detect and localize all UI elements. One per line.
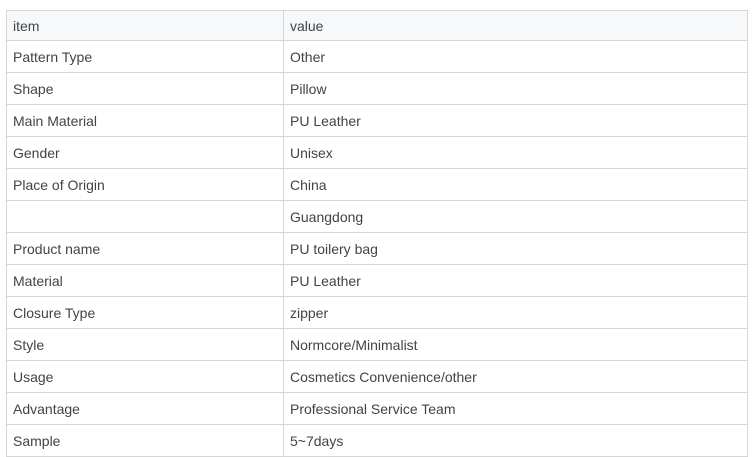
spec-item-cell: Shape — [6, 72, 284, 105]
spec-value-cell: Other — [283, 40, 748, 73]
spec-value-cell: 5~7days — [283, 424, 748, 457]
value-column-header: value — [283, 10, 748, 41]
spec-item-cell: Product name — [6, 232, 284, 265]
spec-item-cell — [6, 200, 284, 233]
spec-value-cell: Normcore/Minimalist — [283, 328, 748, 361]
table-row: Usage Cosmetics Convenience/other — [6, 360, 748, 393]
spec-value-cell: Unisex — [283, 136, 748, 169]
table-row: Sample 5~7days — [6, 424, 748, 457]
spec-value-cell: PU Leather — [283, 104, 748, 137]
table-row: Advantage Professional Service Team — [6, 392, 748, 425]
spec-item-cell: Advantage — [6, 392, 284, 425]
spec-value-cell: PU Leather — [283, 264, 748, 297]
table-row: Style Normcore/Minimalist — [6, 328, 748, 361]
spec-value-cell: zipper — [283, 296, 748, 329]
table-row: Gender Unisex — [6, 136, 748, 169]
spec-value-cell: China — [283, 168, 748, 201]
spec-item-cell: Gender — [6, 136, 284, 169]
spec-item-cell: Main Material — [6, 104, 284, 137]
product-spec-table: item value Pattern Type Other Shape Pill… — [6, 10, 748, 457]
table-header-row: item value — [6, 10, 748, 41]
spec-item-cell: Pattern Type — [6, 40, 284, 73]
spec-value-cell: Professional Service Team — [283, 392, 748, 425]
table-row: Product name PU toilery bag — [6, 232, 748, 265]
spec-value-cell: Cosmetics Convenience/other — [283, 360, 748, 393]
spec-item-cell: Sample — [6, 424, 284, 457]
spec-value-cell: Guangdong — [283, 200, 748, 233]
table-row: Closure Type zipper — [6, 296, 748, 329]
spec-value-cell: PU toilery bag — [283, 232, 748, 265]
table-row: Guangdong — [6, 200, 748, 233]
table-row: Pattern Type Other — [6, 40, 748, 73]
table-row: Material PU Leather — [6, 264, 748, 297]
spec-item-cell: Place of Origin — [6, 168, 284, 201]
spec-item-cell: Style — [6, 328, 284, 361]
table-row: Place of Origin China — [6, 168, 748, 201]
spec-item-cell: Closure Type — [6, 296, 284, 329]
table-row: Main Material PU Leather — [6, 104, 748, 137]
spec-item-cell: Material — [6, 264, 284, 297]
spec-item-cell: Usage — [6, 360, 284, 393]
item-column-header: item — [6, 10, 284, 41]
table-row: Shape Pillow — [6, 72, 748, 105]
spec-value-cell: Pillow — [283, 72, 748, 105]
